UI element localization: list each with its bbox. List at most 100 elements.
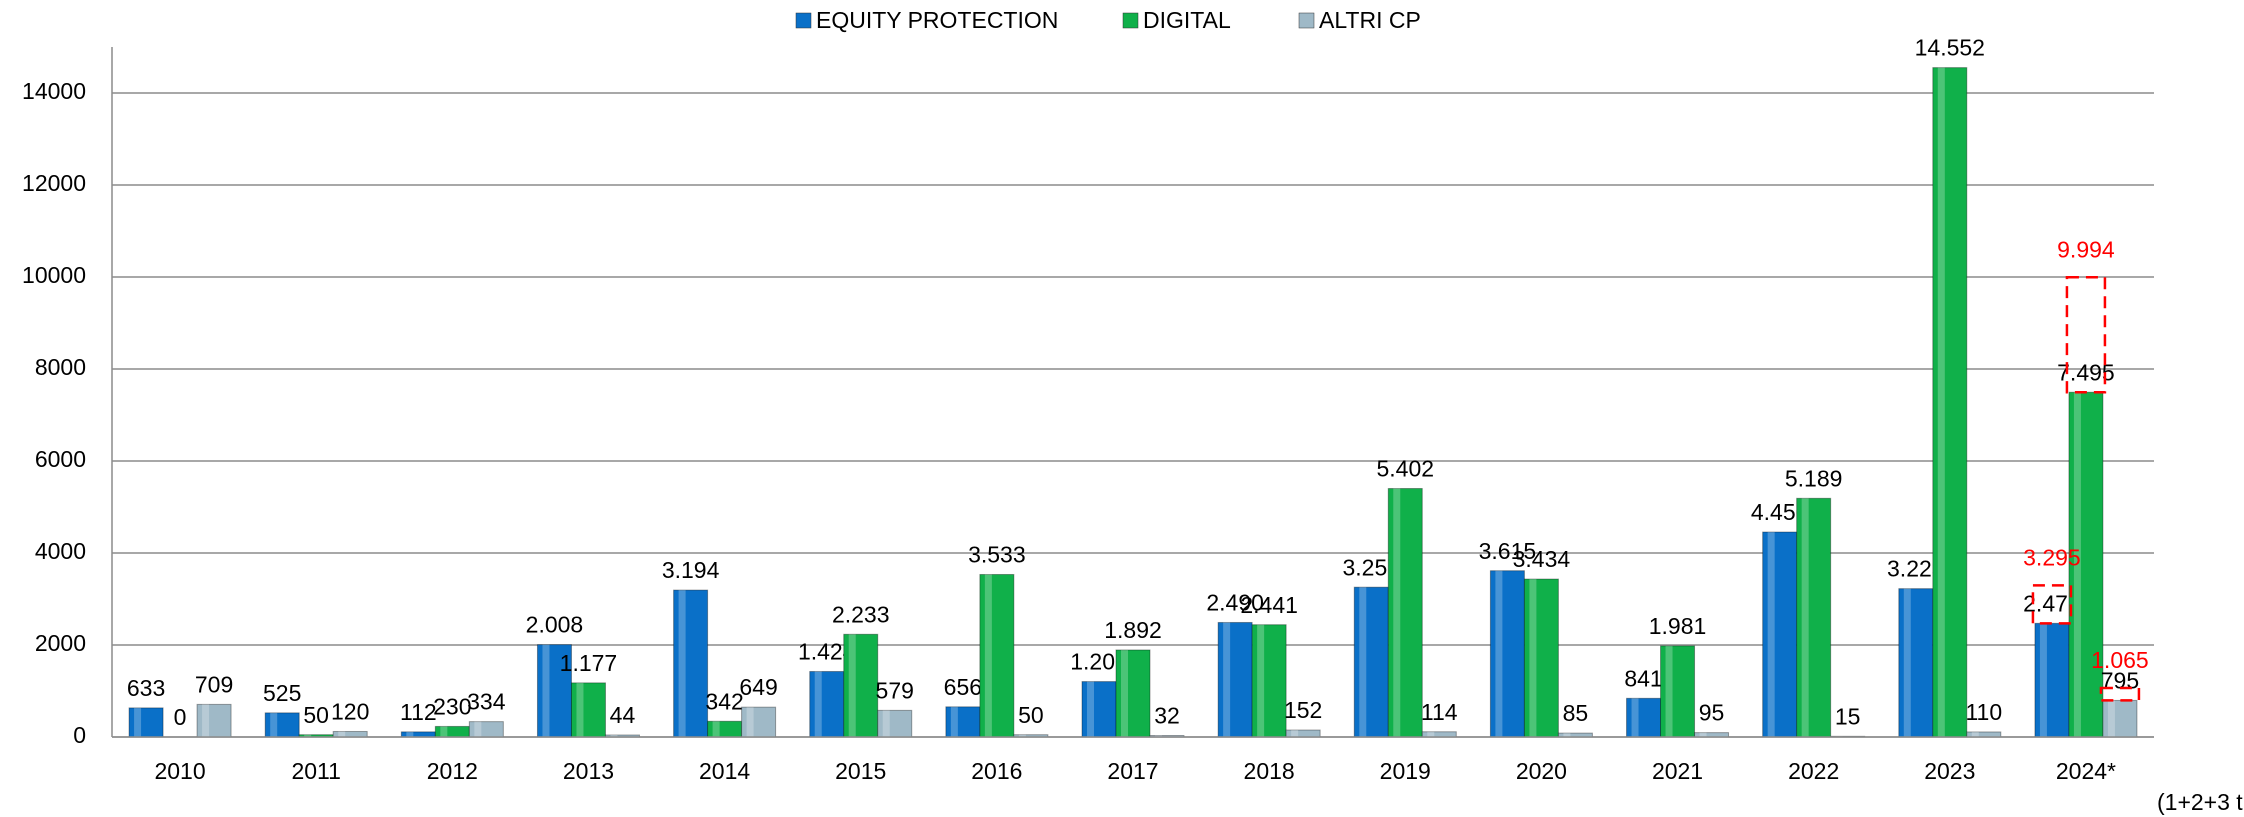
bar-highlight [950, 706, 958, 737]
value-label: 656 [944, 674, 982, 700]
bar-highlight [1427, 731, 1435, 737]
value-label: 2.233 [832, 601, 890, 627]
x-tick-label: 2022 [1788, 758, 1839, 784]
value-label: 3.194 [662, 557, 720, 583]
bar [1762, 531, 1798, 738]
x-tick-label: 2020 [1516, 758, 1567, 784]
value-label: 120 [331, 699, 369, 725]
x-axis-note: (1+2+3 trim) [2157, 789, 2244, 815]
value-label: 334 [467, 689, 506, 715]
bar [1489, 570, 1525, 738]
projection-label: 9.994 [2057, 236, 2115, 262]
bar [809, 670, 845, 738]
bar [1251, 624, 1287, 738]
bar-highlight [1699, 732, 1707, 737]
value-label: 85 [1563, 700, 1589, 726]
bar-highlight [270, 712, 278, 737]
value-label: 50 [1018, 702, 1044, 728]
x-tick-label: 2011 [291, 758, 340, 784]
x-tick-label: 2015 [835, 758, 886, 784]
bar-highlight [576, 682, 584, 737]
bar-highlight [1903, 588, 1911, 737]
value-label: 2.008 [526, 612, 584, 638]
value-label: 50 [303, 702, 329, 728]
bar [1898, 588, 1934, 738]
bar-highlight [1937, 67, 1945, 737]
bar-highlight [2073, 392, 2081, 737]
projection-label: 1.065 [2091, 647, 2149, 673]
bar-highlight [1529, 579, 1537, 737]
legend-marker [1298, 12, 1315, 29]
bar-highlight [1257, 624, 1265, 737]
x-tick-label: 2016 [971, 758, 1022, 784]
bar [1523, 578, 1559, 738]
value-label: 1.177 [560, 650, 618, 676]
value-label: 1.892 [1104, 617, 1162, 643]
bar-highlight [882, 710, 890, 737]
projection-label: 3.295 [2023, 545, 2081, 571]
bar-highlight [338, 731, 346, 737]
bar-highlight [1393, 488, 1401, 737]
legend-label: DIGITAL [1143, 7, 1231, 33]
bar [979, 573, 1015, 738]
y-tick-label: 2000 [35, 630, 86, 656]
bar-highlight [610, 734, 618, 737]
bar-highlight [1087, 681, 1094, 737]
value-label: 709 [195, 671, 233, 697]
projection-box [2099, 686, 2141, 702]
x-tick-label: 2010 [154, 758, 205, 784]
projection-box [2031, 584, 2073, 625]
bar-highlight [1801, 498, 1809, 737]
legend-label: EQUITY PROTECTION [816, 7, 1058, 33]
bar-highlight [542, 644, 550, 737]
value-label: 342 [705, 688, 743, 714]
bar-highlight [984, 574, 992, 737]
bar [536, 644, 572, 738]
value-label: 110 [1965, 699, 2002, 725]
bar-highlight [304, 734, 312, 737]
bar-highlight [1359, 587, 1367, 737]
y-tick-label: 10000 [22, 262, 86, 288]
x-tick-label: 2017 [1107, 758, 1158, 784]
value-label: 114 [1421, 699, 1458, 725]
value-label: 44 [610, 702, 636, 728]
bar-highlight [1018, 734, 1026, 737]
value-label: 112 [400, 699, 437, 725]
y-tick-label: 0 [73, 722, 86, 748]
bar-highlight [202, 704, 210, 737]
bar [128, 707, 164, 738]
y-tick-label: 12000 [22, 170, 86, 196]
value-label: 32 [1154, 703, 1180, 729]
value-label: 3.434 [1513, 546, 1571, 572]
bar-highlight [134, 707, 142, 737]
bar [570, 682, 606, 738]
y-tick-label: 4000 [35, 538, 86, 564]
value-label: 5.402 [1376, 456, 1434, 482]
bar-highlight [1121, 649, 1128, 737]
value-label: 15 [1835, 703, 1861, 729]
bar-highlight [1631, 698, 1639, 737]
bar-highlight [474, 721, 482, 737]
bar [843, 633, 879, 738]
value-label: 3.533 [968, 542, 1026, 568]
bar [2034, 622, 2070, 738]
bar [1353, 586, 1389, 738]
value-label: 230 [433, 693, 471, 719]
bar [1115, 649, 1151, 738]
value-label: 579 [876, 677, 914, 703]
bar-highlight [848, 634, 856, 737]
value-label: 1.981 [1649, 613, 1707, 639]
value-label: 633 [127, 675, 165, 701]
x-tick-label: 2018 [1244, 758, 1295, 784]
value-label: 525 [263, 680, 301, 706]
value-label: 3.615 [1479, 538, 1537, 564]
y-tick-label: 14000 [22, 78, 86, 104]
bar-highlight [1971, 731, 1979, 737]
bar-highlight [1767, 532, 1775, 737]
bar-highlight [814, 671, 822, 737]
projection-box [2065, 276, 2107, 394]
bar-highlight [406, 731, 414, 737]
bar-highlight [746, 707, 754, 737]
legend-marker [1122, 12, 1139, 29]
